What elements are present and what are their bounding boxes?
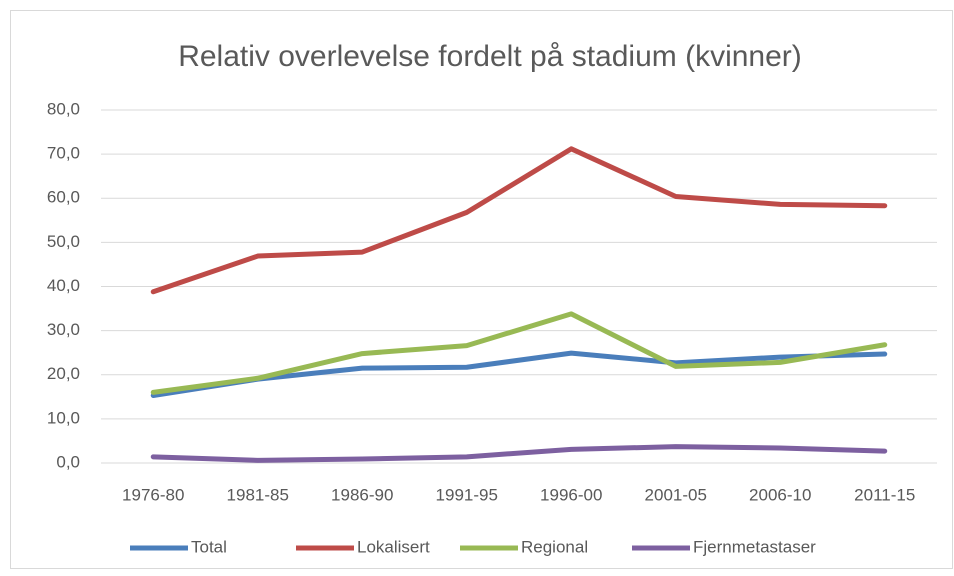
series-line xyxy=(150,146,888,295)
x-tick-label: 1996-00 xyxy=(540,485,602,504)
x-tick-label: 2011-15 xyxy=(854,485,915,504)
series-line xyxy=(150,350,888,398)
x-tick-label: 2001-05 xyxy=(645,485,707,504)
y-tick-label: 50,0 xyxy=(47,232,80,251)
y-tick-label: 0,0 xyxy=(56,452,80,471)
y-tick-label: 80,0 xyxy=(47,99,80,118)
x-tick-label: 1986-90 xyxy=(331,485,393,504)
legend-label: Fjernmetastaser xyxy=(693,537,816,556)
series-line xyxy=(150,311,888,395)
y-tick-label: 30,0 xyxy=(47,320,80,339)
legend-label: Lokalisert xyxy=(357,537,430,556)
x-tick-label: 1981-85 xyxy=(227,485,289,504)
legend-label: Regional xyxy=(521,537,588,556)
x-tick-label: 1976-80 xyxy=(122,485,184,504)
y-tick-label: 20,0 xyxy=(47,364,80,383)
series-line xyxy=(150,444,888,463)
legend-label: Total xyxy=(191,537,227,556)
y-tick-label: 70,0 xyxy=(47,144,80,163)
x-tick-label: 2006-10 xyxy=(749,485,811,504)
x-tick-label: 1991-95 xyxy=(436,485,498,504)
y-tick-label: 10,0 xyxy=(47,408,80,427)
chart-title: Relativ overlevelse fordelt på stadium (… xyxy=(178,40,802,73)
y-tick-label: 40,0 xyxy=(47,276,80,295)
y-tick-label: 60,0 xyxy=(47,188,80,207)
